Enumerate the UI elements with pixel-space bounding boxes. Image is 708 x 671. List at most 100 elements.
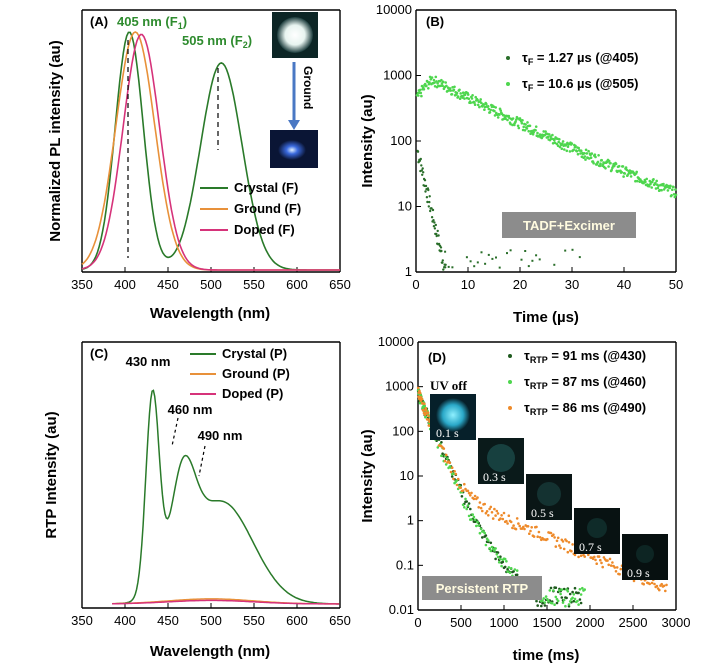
decay-point-505	[607, 159, 611, 163]
decay-point-505	[655, 179, 658, 183]
decay-point-430	[481, 536, 484, 539]
decay-point-505	[422, 88, 426, 91]
decay-point-490	[517, 522, 520, 525]
x-tick-label: 40	[617, 277, 631, 292]
noise-point-405	[495, 256, 497, 259]
noise-point-405	[447, 265, 450, 268]
decay-point-490	[556, 536, 560, 540]
decay-point-490	[448, 461, 452, 465]
noise-point-405	[469, 260, 472, 263]
decay-point-505	[674, 188, 677, 191]
decay-point-460	[571, 596, 574, 600]
decay-point-505	[656, 186, 660, 190]
decay-point-430	[484, 534, 488, 537]
decay-point-490	[467, 491, 471, 495]
rtp-annotation-box	[422, 576, 542, 600]
decay-point-430	[501, 560, 505, 564]
legend-rtp-490: τRTP = 86 ms (@490)	[524, 400, 646, 417]
decay-point-460	[583, 588, 586, 591]
decay-point-460	[508, 571, 512, 574]
x-tick-label: 450	[157, 613, 179, 628]
decay-point-505	[574, 144, 577, 148]
decay-point-460	[473, 518, 477, 522]
decay-point-490	[466, 489, 470, 493]
decay-point-505	[456, 95, 460, 98]
legend-rtp-460: τRTP = 87 ms (@460)	[524, 374, 646, 391]
noise-point-405	[571, 248, 574, 251]
decay-point-405	[421, 167, 424, 170]
decay-point-505	[600, 158, 603, 162]
decay-point-405	[427, 205, 430, 208]
legend-doped-p: Doped (P)	[222, 386, 283, 401]
decay-point-505	[517, 126, 521, 130]
legend-rtp-430: τRTP = 91 ms (@430)	[524, 348, 646, 365]
x-tick-label: 30	[565, 277, 579, 292]
noise-point-405	[491, 257, 494, 260]
decay-point-505	[558, 145, 562, 149]
decay-point-505	[566, 145, 570, 148]
decay-point-505	[471, 94, 474, 97]
decay-point-460	[488, 547, 491, 550]
decay-point-505	[601, 163, 605, 166]
decay-point-490	[642, 582, 645, 586]
panel-c: 350 400 450 500 550 600 650 (C) 430 nm 460 nm …	[43, 341, 351, 660]
decay-point-490	[461, 489, 465, 492]
decay-point-505	[516, 124, 520, 128]
x-tick-label: 50	[669, 277, 683, 292]
decay-point-460	[465, 507, 469, 511]
decay-point-505	[590, 152, 594, 155]
decay-point-505	[585, 152, 589, 155]
decay-point-505	[624, 166, 628, 169]
decay-point-505	[587, 149, 590, 153]
decay-point-430	[469, 507, 472, 511]
decay-point-490	[662, 584, 666, 588]
decay-point-505	[594, 155, 597, 159]
decay-point-490	[463, 482, 466, 486]
decay-point-505	[534, 125, 538, 128]
panel-d: 0 500 1000 1500 2000 2500 3000 0.01 0.1 1 10 100 100…	[359, 334, 690, 664]
decay-point-505	[427, 87, 430, 90]
panel-b-xlabel: Time (µs)	[513, 309, 579, 326]
decay-point-505	[532, 131, 535, 134]
decay-point-505	[604, 167, 607, 170]
peak-label-430: 430 nm	[126, 354, 171, 369]
decay-point-505	[435, 80, 438, 83]
decay-point-490	[453, 470, 456, 473]
panel-b: 0 10 20 30 40 50 1 10 100 1000 10000 (B) τF = 1.27…	[359, 2, 683, 326]
decay-point-505	[614, 162, 618, 166]
decay-point-490	[664, 589, 667, 593]
decay-point-490	[591, 557, 595, 561]
decay-point-430	[536, 604, 539, 607]
decay-point-505	[493, 109, 496, 113]
decay-point-505	[584, 158, 587, 161]
decay-point-430	[577, 591, 580, 595]
decay-point-505	[455, 91, 459, 95]
decay-point-490	[595, 562, 598, 565]
tadf-annotation: TADF+Excimer	[523, 218, 615, 233]
decay-point-490	[599, 558, 602, 562]
x-tick-label: 3000	[662, 615, 691, 630]
decay-point-505	[561, 140, 565, 143]
decay-point-460	[581, 586, 584, 590]
decay-point-505	[565, 149, 569, 153]
decay-point-505	[671, 188, 674, 191]
panel-b-points	[415, 75, 678, 271]
decay-point-460	[487, 539, 490, 542]
panel-a-xlabel: Wavelength (nm)	[150, 305, 270, 322]
decay-point-505	[668, 186, 672, 190]
peak-label-460: 460 nm	[168, 402, 213, 417]
decay-point-490	[518, 524, 521, 528]
decay-point-505	[480, 101, 483, 105]
decay-point-405	[427, 188, 430, 192]
decay-point-505	[463, 97, 466, 100]
decay-point-430	[512, 570, 515, 573]
decay-point-490	[615, 566, 619, 569]
decay-point-405	[424, 184, 428, 188]
decay-point-460	[554, 595, 558, 599]
decay-point-490	[509, 520, 513, 524]
noise-point-405	[578, 256, 581, 259]
decay-point-490	[469, 494, 472, 497]
decay-point-505	[621, 165, 625, 168]
decay-point-490	[611, 561, 614, 564]
decay-point-505	[553, 139, 556, 142]
